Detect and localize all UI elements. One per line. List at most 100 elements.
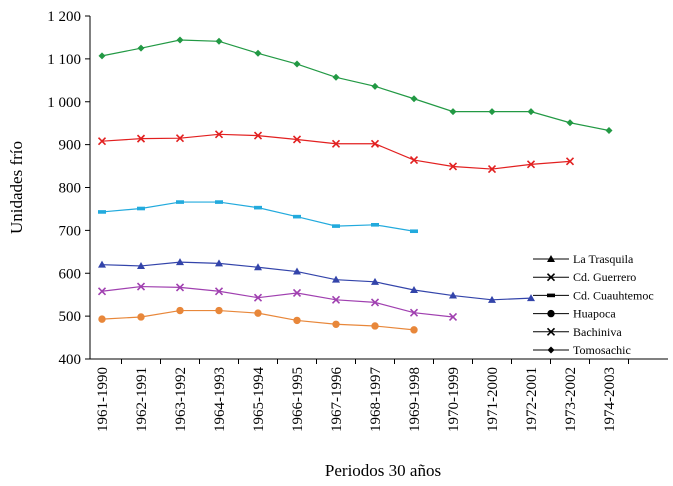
data-point xyxy=(215,200,223,204)
legend-marker xyxy=(547,346,555,354)
legend-item: Bachiniva xyxy=(533,325,622,339)
data-point xyxy=(292,135,302,144)
data-point xyxy=(175,283,185,292)
data-point xyxy=(98,52,106,60)
data-point xyxy=(176,36,184,44)
data-point xyxy=(214,130,224,139)
data-point xyxy=(371,223,379,227)
data-point xyxy=(253,131,263,140)
data-point xyxy=(293,267,301,275)
data-point xyxy=(332,320,340,328)
legend: La Trasquila Cd. Guerrero Cd. Cuauhtemoc Hu… xyxy=(533,252,654,357)
y-tick-label: 600 xyxy=(59,266,82,282)
data-point xyxy=(254,49,262,57)
x-tick-label: 1961-1990 xyxy=(95,367,111,432)
y-axis-title: Unidades frío xyxy=(7,141,26,234)
series xyxy=(97,36,613,334)
data-point xyxy=(566,119,574,127)
data-point xyxy=(449,291,457,299)
x-tick-label: 1974-2003 xyxy=(602,367,618,432)
data-point xyxy=(176,306,184,315)
x-tick-label: 1965-1994 xyxy=(251,367,267,432)
data-point xyxy=(449,108,457,116)
data-point xyxy=(98,210,106,214)
data-point xyxy=(527,108,535,116)
data-point xyxy=(97,137,107,146)
data-point xyxy=(370,139,380,148)
data-point xyxy=(215,306,223,315)
data-point xyxy=(371,322,379,330)
legend-label: Cd. Cuauhtemoc xyxy=(573,288,654,302)
series-line xyxy=(101,261,532,301)
data-point xyxy=(175,134,185,143)
data-point xyxy=(215,37,223,45)
x-tick-label: 1969-1998 xyxy=(407,367,423,432)
x-tick-label: 1962-1991 xyxy=(134,367,150,432)
x-axis-title: Periodos 30 años xyxy=(325,461,441,480)
data-point xyxy=(565,157,575,166)
y-tick-label: 900 xyxy=(59,138,82,154)
ticks: 400 500 600 700 800 900 1 000 1 100 1 200 1961-19… xyxy=(47,9,629,432)
data-point xyxy=(254,205,262,210)
x-tick-label: 1973-2002 xyxy=(563,367,579,432)
data-point xyxy=(136,134,146,143)
data-point xyxy=(448,312,458,322)
series-line xyxy=(101,133,571,170)
series-tomosachic xyxy=(98,36,613,134)
series-line xyxy=(101,285,454,318)
data-point xyxy=(97,287,107,296)
data-point xyxy=(410,326,418,334)
x-tick-label: 1966-1995 xyxy=(290,367,306,432)
legend-item: Cd. Guerrero xyxy=(533,270,636,284)
data-point xyxy=(137,44,145,52)
data-point xyxy=(371,277,379,285)
legend-label: La Trasquila xyxy=(573,252,634,266)
legend-label: Bachiniva xyxy=(573,325,622,339)
data-point xyxy=(331,139,341,148)
x-tick-label: 1963-1992 xyxy=(173,367,189,432)
x-tick-label: 1971-2000 xyxy=(485,367,501,432)
data-point xyxy=(409,155,419,165)
data-point xyxy=(410,95,418,103)
data-point xyxy=(487,164,497,174)
y-tick-label: 1 200 xyxy=(47,9,81,25)
data-point xyxy=(293,316,301,325)
data-point xyxy=(410,229,418,234)
data-point xyxy=(215,259,223,267)
series-bachiniva xyxy=(97,282,458,322)
data-point xyxy=(410,285,418,293)
data-point xyxy=(332,73,340,81)
y-tick-label: 400 xyxy=(59,352,82,368)
series-cd-guerrero xyxy=(97,130,575,174)
data-point xyxy=(98,315,106,323)
data-point xyxy=(370,298,380,307)
legend-label: Huapoca xyxy=(573,307,616,321)
data-point xyxy=(527,294,535,302)
y-tick-label: 1 000 xyxy=(47,95,81,111)
data-point xyxy=(214,287,224,296)
data-point xyxy=(136,282,146,291)
legend-marker xyxy=(547,309,555,318)
data-point xyxy=(371,82,379,90)
data-point xyxy=(176,258,184,266)
data-point xyxy=(137,206,145,211)
data-point xyxy=(98,260,106,268)
series-la-trasquila xyxy=(98,258,535,303)
legend-label: Cd. Guerrero xyxy=(573,270,636,284)
legend-marker xyxy=(546,327,556,336)
data-point xyxy=(332,275,340,283)
series-cd-cuauhtemoc xyxy=(98,200,418,234)
data-point xyxy=(293,60,301,68)
data-point xyxy=(292,288,302,298)
x-tick-label: 1964-1993 xyxy=(212,367,228,432)
legend-item: La Trasquila xyxy=(533,252,634,266)
y-tick-label: 500 xyxy=(59,309,82,325)
data-point xyxy=(254,263,262,271)
data-point xyxy=(137,313,145,321)
x-tick-label: 1970-1999 xyxy=(446,367,462,432)
data-point xyxy=(605,126,613,134)
data-point xyxy=(137,261,145,269)
data-point xyxy=(409,308,419,317)
